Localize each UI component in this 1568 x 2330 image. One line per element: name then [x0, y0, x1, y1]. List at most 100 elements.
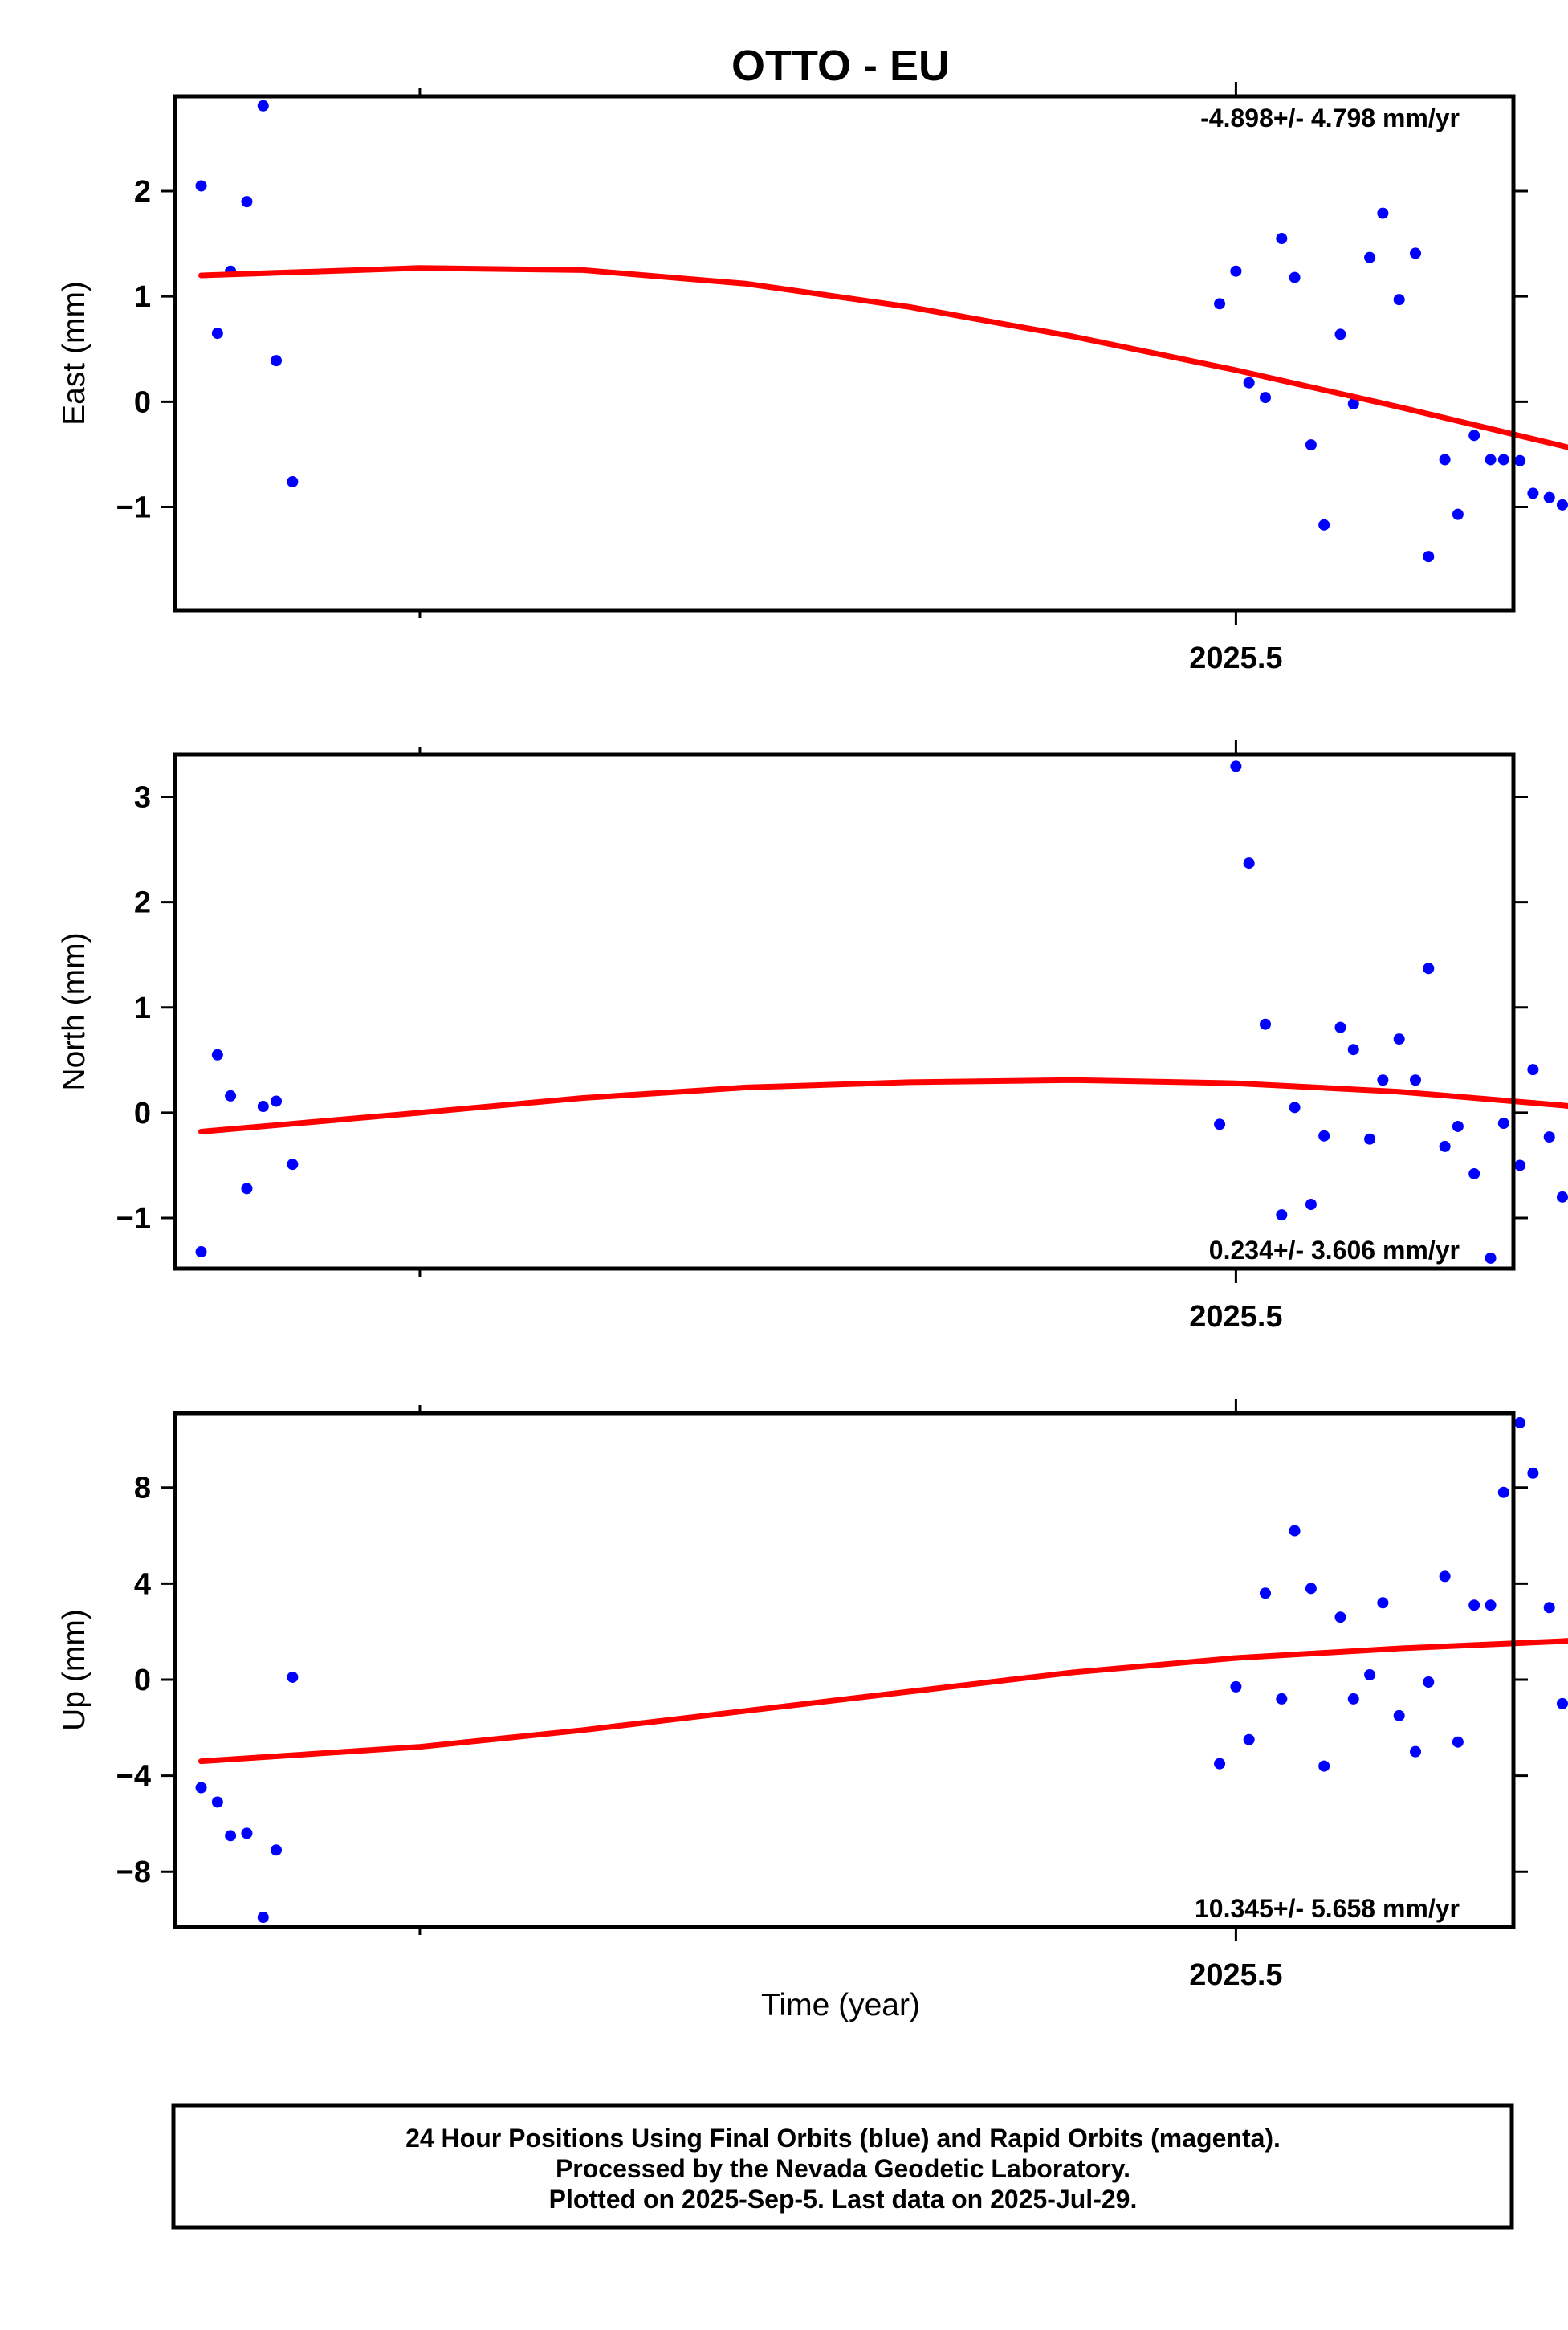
- data-point: [1393, 294, 1405, 306]
- data-point: [1243, 377, 1255, 389]
- data-point: [1452, 1120, 1464, 1132]
- data-point: [1276, 233, 1288, 245]
- data-point: [1527, 1064, 1539, 1076]
- data-point: [241, 1183, 253, 1195]
- y-tick-label: 1: [134, 992, 151, 1025]
- data-point: [1243, 857, 1255, 870]
- y-axis-label: East (mm): [57, 281, 92, 426]
- data-point: [1468, 1599, 1480, 1611]
- data-point: [1556, 1697, 1568, 1709]
- data-point: [1377, 1597, 1389, 1609]
- footer-line-2: Processed by the Nevada Geodetic Laborat…: [556, 2154, 1130, 2183]
- data-point: [1364, 1133, 1376, 1145]
- data-point: [225, 1090, 237, 1102]
- data-point: [211, 1049, 223, 1061]
- y-axis-label: Up (mm): [57, 1609, 92, 1731]
- velocity-rate-label: 10.345+/- 5.658 mm/yr: [1195, 1894, 1460, 1923]
- data-point: [257, 100, 269, 112]
- data-point: [1514, 454, 1526, 466]
- data-point: [1305, 439, 1317, 451]
- footer-line-3: Plotted on 2025-Sep-5. Last data on 2025…: [549, 2185, 1138, 2214]
- data-point: [195, 1246, 207, 1258]
- plot-frame: [173, 1411, 1516, 1929]
- data-point: [1497, 1118, 1509, 1130]
- data-point: [1377, 207, 1389, 219]
- data-point: [1527, 1467, 1539, 1479]
- y-tick-label: 0: [134, 1664, 151, 1697]
- data-point: [1214, 1758, 1226, 1770]
- data-point: [1556, 1191, 1568, 1203]
- data-point: [1543, 1602, 1555, 1614]
- data-point: [1439, 1140, 1451, 1152]
- figure-title: OTTO - EU: [731, 42, 950, 90]
- data-point: [1514, 1416, 1526, 1428]
- data-point: [1214, 298, 1226, 310]
- data-point: [1230, 760, 1242, 772]
- velocity-rate-label: 0.234+/- 3.606 mm/yr: [1209, 1236, 1460, 1265]
- data-point: [1485, 454, 1497, 466]
- data-point: [1347, 397, 1359, 409]
- data-point: [1497, 454, 1509, 466]
- data-point: [1243, 1733, 1255, 1745]
- y-tick-label: 0: [134, 385, 151, 419]
- data-point: [1305, 1199, 1317, 1210]
- data-point: [1439, 1570, 1451, 1583]
- x-axis-label: Time (year): [761, 1988, 920, 2022]
- y-tick-label: −8: [116, 1855, 151, 1889]
- data-point: [1439, 454, 1451, 466]
- data-point: [1556, 499, 1568, 511]
- y-tick-label: −4: [116, 1760, 151, 1794]
- data-point: [1318, 1130, 1330, 1142]
- data-point: [271, 355, 283, 367]
- data-point: [1377, 1074, 1389, 1086]
- data-point: [287, 476, 299, 487]
- data-point: [1410, 1074, 1422, 1086]
- data-point: [1318, 1760, 1330, 1772]
- x-tick-label: 2025.5: [1189, 1300, 1282, 1334]
- fit-line: [198, 1077, 1568, 1134]
- plot-frame: [173, 752, 1516, 1271]
- north-panel: −1 0 1 2 3 2025.5 North (mm) 0.234+/- 3.606 mm/…: [57, 740, 1568, 1334]
- data-point: [257, 1912, 269, 1924]
- y-tick-label: −1: [116, 1202, 151, 1236]
- y-tick-label: 0: [134, 1097, 151, 1130]
- data-point: [1410, 1745, 1422, 1758]
- up-panel: −8 −4 0 4 8 2025.5 Up (mm) 10.345+/- 5.658 mm/y…: [57, 1399, 1568, 1992]
- data-point: [1423, 963, 1435, 975]
- data-point: [1452, 508, 1464, 520]
- data-point: [1410, 247, 1422, 259]
- data-point: [241, 196, 253, 208]
- data-point: [1347, 1044, 1359, 1056]
- data-point: [1276, 1693, 1288, 1705]
- x-tick-label: 2025.5: [1189, 642, 1282, 675]
- y-tick-label: 8: [134, 1472, 151, 1505]
- data-point: [257, 1101, 269, 1113]
- data-point: [1468, 1167, 1480, 1179]
- data-point: [195, 1782, 207, 1794]
- y-tick-label: 1: [134, 280, 151, 314]
- fit-line: [198, 265, 1568, 450]
- data-point: [1543, 1131, 1555, 1143]
- data-point: [1347, 1693, 1359, 1705]
- y-tick-label: 3: [134, 780, 151, 814]
- footer-line-1: 24 Hour Positions Using Final Orbits (bl…: [405, 2124, 1281, 2153]
- data-point: [1543, 491, 1555, 503]
- data-point: [1468, 430, 1480, 442]
- footer-box: [171, 2103, 1514, 2230]
- y-axis-label: North (mm): [57, 932, 92, 1090]
- data-point: [1364, 1668, 1376, 1680]
- data-point: [241, 1827, 253, 1839]
- y-tick-label: 2: [134, 886, 151, 920]
- data-point: [1334, 328, 1346, 340]
- x-tick-label: 2025.5: [1189, 1958, 1282, 1992]
- data-point: [1289, 271, 1301, 283]
- data-point: [1276, 1209, 1288, 1221]
- velocity-rate-label: -4.898+/- 4.798 mm/yr: [1200, 104, 1460, 132]
- plot-frame: [173, 94, 1516, 613]
- data-point: [1259, 1587, 1271, 1599]
- data-point: [1334, 1611, 1346, 1623]
- data-point: [1393, 1033, 1405, 1045]
- data-point: [1305, 1583, 1317, 1595]
- y-tick-label: 4: [134, 1567, 151, 1601]
